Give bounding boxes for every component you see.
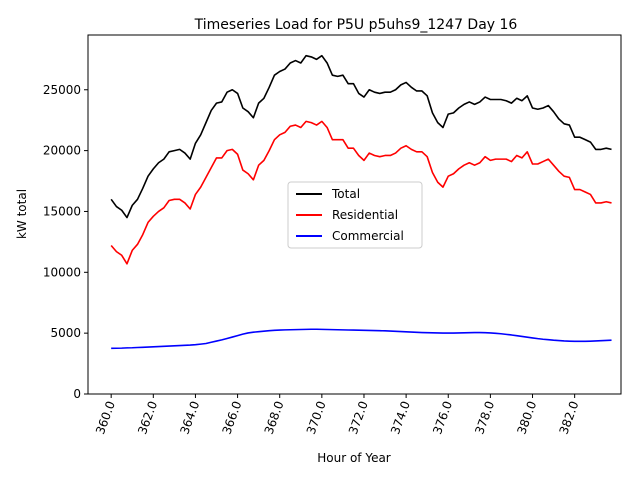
- y-tick-label: 10000: [43, 265, 81, 279]
- y-tick-label: 20000: [43, 144, 81, 158]
- series-line-total: [110, 54, 612, 219]
- y-tick-label: 25000: [43, 83, 81, 97]
- x-tick-label: 372.0: [346, 399, 371, 436]
- x-tick-label: 382.0: [557, 399, 582, 436]
- series-line-commercial: [111, 328, 612, 350]
- y-tick-label: 5000: [50, 326, 81, 340]
- x-tick-label: 362.0: [135, 399, 160, 436]
- x-tick-label: 376.0: [430, 399, 455, 436]
- x-tick-label: 360.0: [93, 399, 118, 436]
- x-axis: 360.0 362.0 364.0 366.0 368.0 370.0 372.0 374.0…: [93, 394, 581, 436]
- legend-label-commercial: Commercial: [332, 229, 404, 243]
- plot-area: [110, 54, 612, 350]
- legend: Total Residential Commercial: [287, 181, 423, 249]
- y-axis: 0 5000 10000 15000 20000 25000: [43, 83, 88, 401]
- x-tick-label: 366.0: [219, 399, 244, 436]
- x-tick-label: 380.0: [514, 399, 539, 436]
- plot-frame: [87, 34, 622, 395]
- x-tick-label: 374.0: [388, 399, 413, 436]
- legend-label-residential: Residential: [332, 208, 398, 222]
- y-axis-label: kW total: [15, 189, 29, 239]
- x-tick-label: 378.0: [472, 399, 497, 436]
- y-tick-label: 15000: [43, 204, 81, 218]
- x-axis-label: Hour of Year: [317, 451, 391, 465]
- chart-title: Timeseries Load for P5U p5uhs9_1247 Day …: [194, 17, 518, 33]
- legend-label-total: Total: [331, 187, 360, 201]
- series-line-residential: [110, 120, 612, 265]
- x-tick-label: 364.0: [177, 399, 202, 436]
- x-tick-label: 368.0: [262, 399, 287, 436]
- legend-box: [287, 181, 423, 249]
- x-tick-label: 370.0: [304, 399, 329, 436]
- y-tick-label: 0: [73, 387, 81, 401]
